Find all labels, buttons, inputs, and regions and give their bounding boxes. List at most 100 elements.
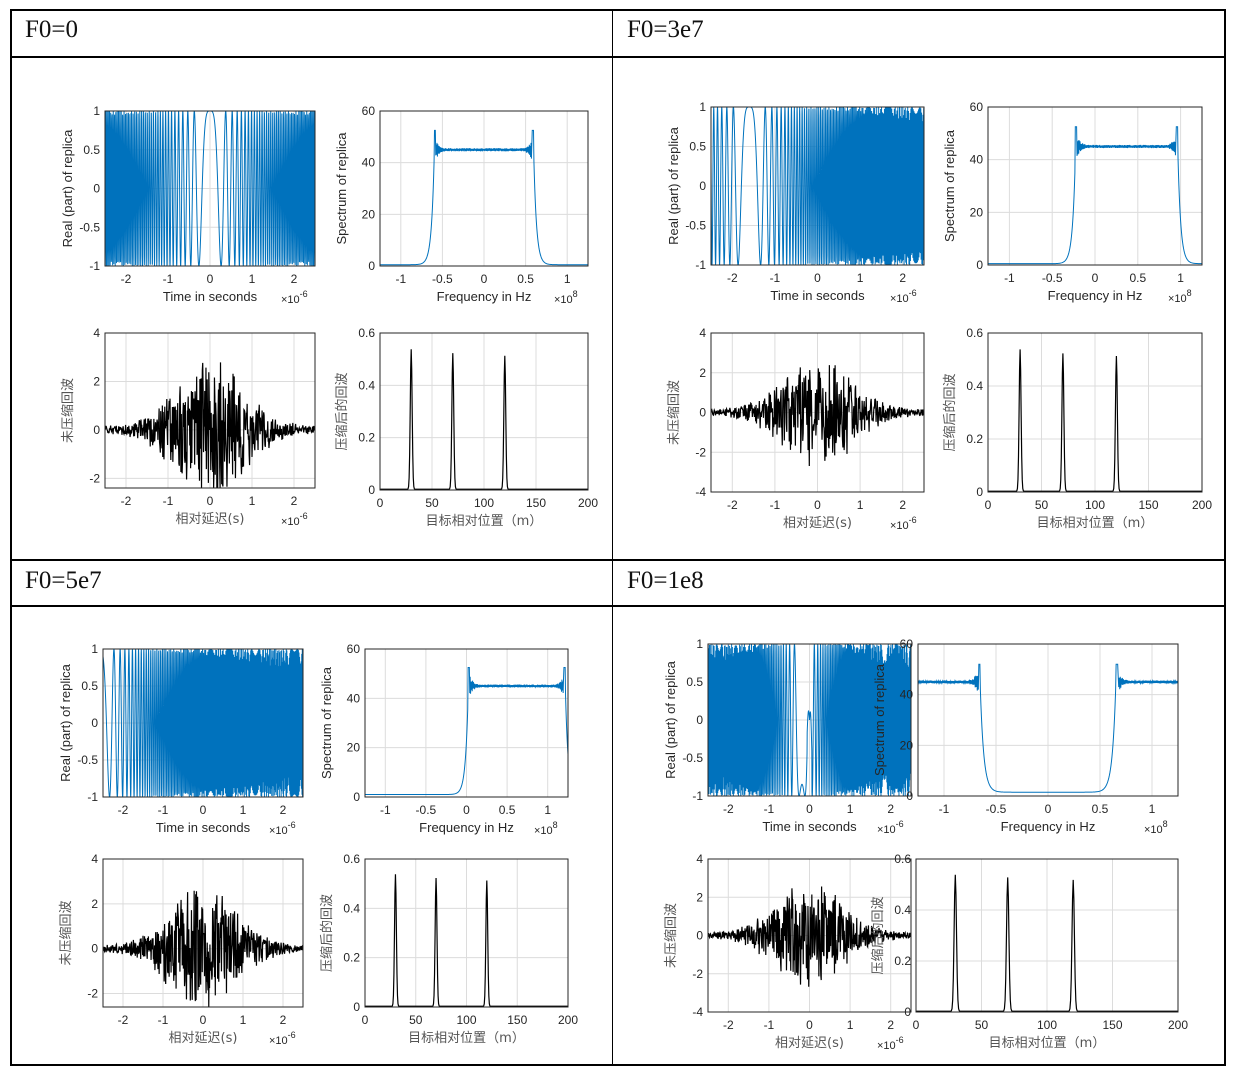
replica-line xyxy=(103,649,303,797)
axes-box xyxy=(364,858,569,1008)
x-tick-label: -1 xyxy=(764,802,775,816)
x-tick-label: 1 xyxy=(857,271,864,285)
panel-title-f0-0: F0=0 xyxy=(25,16,79,43)
y-tick-label: 0 xyxy=(696,929,703,943)
axes-box xyxy=(710,332,925,493)
y-tick-label: -2 xyxy=(695,445,706,459)
x-exponent-label: ×108 xyxy=(1144,819,1168,836)
x-tick-label: 0 xyxy=(814,498,821,512)
axes-box xyxy=(915,858,1179,1013)
y-tick-label: -1 xyxy=(692,789,703,803)
y-tick-label: -1 xyxy=(89,259,100,273)
chart-4: -2 -1 0 1 2 -1 -0.5 0 0.5 1 Time in seconds Real (p… xyxy=(666,100,925,305)
y-tick-label: 0.2 xyxy=(894,954,911,968)
panel-title-f0-5e7: F0=5e7 xyxy=(25,567,102,594)
chart-11: 0 50 100 150 200 0 0.2 0.4 0.6 目标相对位置（m） 压缩后的回波 xyxy=(319,852,578,1046)
x-tick-label: 150 xyxy=(526,496,546,510)
x-exponent-label: ×10-6 xyxy=(890,288,917,305)
series-13 xyxy=(918,663,1178,793)
y-axis-label: Real (part) of replica xyxy=(60,129,75,248)
x-axis-label: Frequency in Hz xyxy=(1001,819,1096,834)
x-tick-label: -0.5 xyxy=(432,272,453,286)
chart-0: -2 -1 0 1 2 -1 -0.5 0 0.5 1 Time in seconds Real (p… xyxy=(60,104,316,306)
y-axis-label: 压缩后的回波 xyxy=(942,373,958,451)
series-12 xyxy=(708,644,911,796)
x-tick-label: 1 xyxy=(249,272,256,286)
x-tick-label: 1 xyxy=(544,803,551,817)
y-tick-label: 0.4 xyxy=(343,901,360,915)
x-axis-label: Time in seconds xyxy=(762,819,857,834)
series-11 xyxy=(365,874,568,1007)
y-tick-label: 0 xyxy=(353,790,360,804)
x-tick-label: 150 xyxy=(1138,498,1158,512)
axes-box xyxy=(987,106,1203,266)
x-tick-label: 1 xyxy=(249,494,256,508)
y-tick-label: 0 xyxy=(904,1005,911,1019)
series-6 xyxy=(711,365,924,466)
x-tick-label: 200 xyxy=(558,1013,578,1027)
x-tick-label: 1 xyxy=(847,802,854,816)
x-tick-label: 0.5 xyxy=(517,272,534,286)
y-tick-label: 0.5 xyxy=(686,675,703,689)
series-7 xyxy=(988,349,1202,492)
y-tick-label: 0.6 xyxy=(894,852,911,866)
x-tick-label: -2 xyxy=(723,1018,734,1032)
x-tick-label: 150 xyxy=(507,1013,527,1027)
chart-9: -1 -0.5 0 0.5 1 0 20 40 60 Frequency in Hz Spectru… xyxy=(319,642,569,837)
x-tick-label: 2 xyxy=(899,271,906,285)
y-tick-label: 20 xyxy=(900,738,914,752)
series-0 xyxy=(105,111,315,266)
y-tick-label: 60 xyxy=(362,104,376,118)
x-tick-label: 2 xyxy=(899,498,906,512)
x-tick-label: -1 xyxy=(163,272,174,286)
x-tick-label: -2 xyxy=(727,498,738,512)
axes-box xyxy=(102,648,304,798)
x-tick-label: 2 xyxy=(291,272,298,286)
x-exponent-power: -6 xyxy=(909,515,917,525)
y-axis-label: Spectrum of replica xyxy=(872,663,887,776)
replica-line xyxy=(105,111,315,266)
y-tick-label: 0.5 xyxy=(81,679,98,693)
y-tick-label: 0 xyxy=(696,713,703,727)
x-tick-label: 200 xyxy=(1192,498,1212,512)
y-tick-label: 0 xyxy=(91,942,98,956)
echo-line xyxy=(708,886,911,987)
y-tick-label: 1 xyxy=(93,104,100,118)
axes-box xyxy=(104,332,316,489)
y-tick-label: 1 xyxy=(91,642,98,656)
chart-7: 0 50 100 150 200 0 0.2 0.4 0.6 目标相对位置（m） 压缩后的回波 xyxy=(942,326,1212,531)
y-axis-label: Spectrum of replica xyxy=(319,666,334,779)
y-tick-label: -0.5 xyxy=(682,751,703,765)
y-tick-label: 60 xyxy=(347,642,361,656)
chart-13: -1 -0.5 0 0.5 1 0 20 40 60 Frequency in Hz Spectru… xyxy=(872,637,1179,836)
chart-15: 0 50 100 150 200 0 0.2 0.4 0.6 目标相对位置（m） 压缩后的回波 xyxy=(870,852,1188,1051)
replica-line xyxy=(711,107,924,265)
axes-box xyxy=(707,858,912,1013)
y-tick-label: 0.4 xyxy=(358,378,375,392)
series-2 xyxy=(105,362,315,488)
y-tick-label: -1 xyxy=(695,258,706,272)
x-tick-label: 0 xyxy=(200,803,207,817)
x-axis-label: 相对延迟(s) xyxy=(783,516,852,531)
x-tick-label: 100 xyxy=(456,1013,476,1027)
x-exponent-label: ×10-6 xyxy=(269,1030,296,1047)
row-divider xyxy=(10,605,1226,607)
y-tick-label: 0.4 xyxy=(894,903,911,917)
chart-2: -2 -1 0 1 2 -2 0 2 4 相对延迟(s) 未压缩回波 ×10-6 xyxy=(60,326,316,528)
x-tick-label: -1 xyxy=(380,803,391,817)
y-tick-label: 20 xyxy=(362,207,376,221)
panel-title-f0-3e7: F0=3e7 xyxy=(627,16,704,43)
y-tick-label: 40 xyxy=(362,156,376,170)
y-tick-label: 0 xyxy=(353,1000,360,1014)
x-tick-label: 50 xyxy=(1035,498,1049,512)
y-tick-label: 0.4 xyxy=(966,379,983,393)
x-tick-label: -2 xyxy=(121,272,132,286)
x-exponent-label: ×108 xyxy=(534,820,558,837)
echo-line xyxy=(105,362,315,488)
x-tick-label: 2 xyxy=(280,1013,287,1027)
series-5 xyxy=(988,126,1202,265)
chart-5: -1 -0.5 0 0.5 1 0 20 40 60 Frequency in Hz Spectru… xyxy=(942,100,1203,305)
series-14 xyxy=(708,886,911,987)
x-axis-label: 相对延迟(s) xyxy=(176,512,245,527)
x-exponent-power: -6 xyxy=(288,1030,296,1040)
